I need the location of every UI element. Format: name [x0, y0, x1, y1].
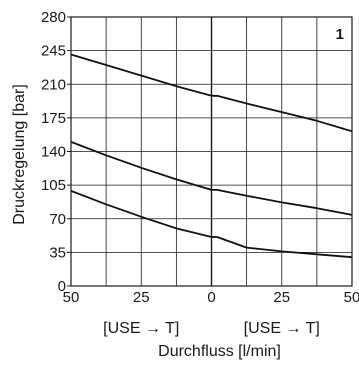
y-tick-labels: 0 35 70 105 140 175 210 245 280 [41, 9, 71, 295]
x-tick-labels: 50 25 0 25 50 [63, 289, 359, 306]
grid [71, 17, 352, 286]
series-line-1 [70, 53, 353, 133]
y-tick-label: 105 [41, 177, 66, 194]
y-tick-label: 280 [41, 9, 66, 26]
y-axis-label: Druckregelung [bar] [11, 84, 28, 225]
y-tick-label: 175 [41, 110, 66, 127]
y-tick-label: 210 [41, 76, 66, 93]
x-direction-label-right: [USE → T] [244, 320, 320, 337]
x-tick-label: 25 [273, 289, 290, 306]
series-line-2 [70, 141, 353, 216]
series-lines [70, 53, 353, 259]
y-tick-label: 140 [41, 144, 66, 161]
x-tick-label: 50 [344, 289, 359, 306]
series-line-3 [70, 190, 353, 259]
y-tick-label: 70 [49, 211, 66, 228]
y-tick-label: 0 [58, 278, 66, 295]
y-tick-label: 245 [41, 43, 66, 60]
x-tick-label: 0 [207, 289, 215, 306]
y-tick-label: 35 [49, 244, 66, 261]
x-tick-label: 50 [63, 289, 80, 306]
panel-number: 1 [336, 26, 344, 43]
x-axis-label: Durchfluss [l/min] [158, 343, 281, 360]
x-direction-label-left: [USE → T] [103, 320, 179, 337]
x-tick-label: 25 [133, 289, 150, 306]
